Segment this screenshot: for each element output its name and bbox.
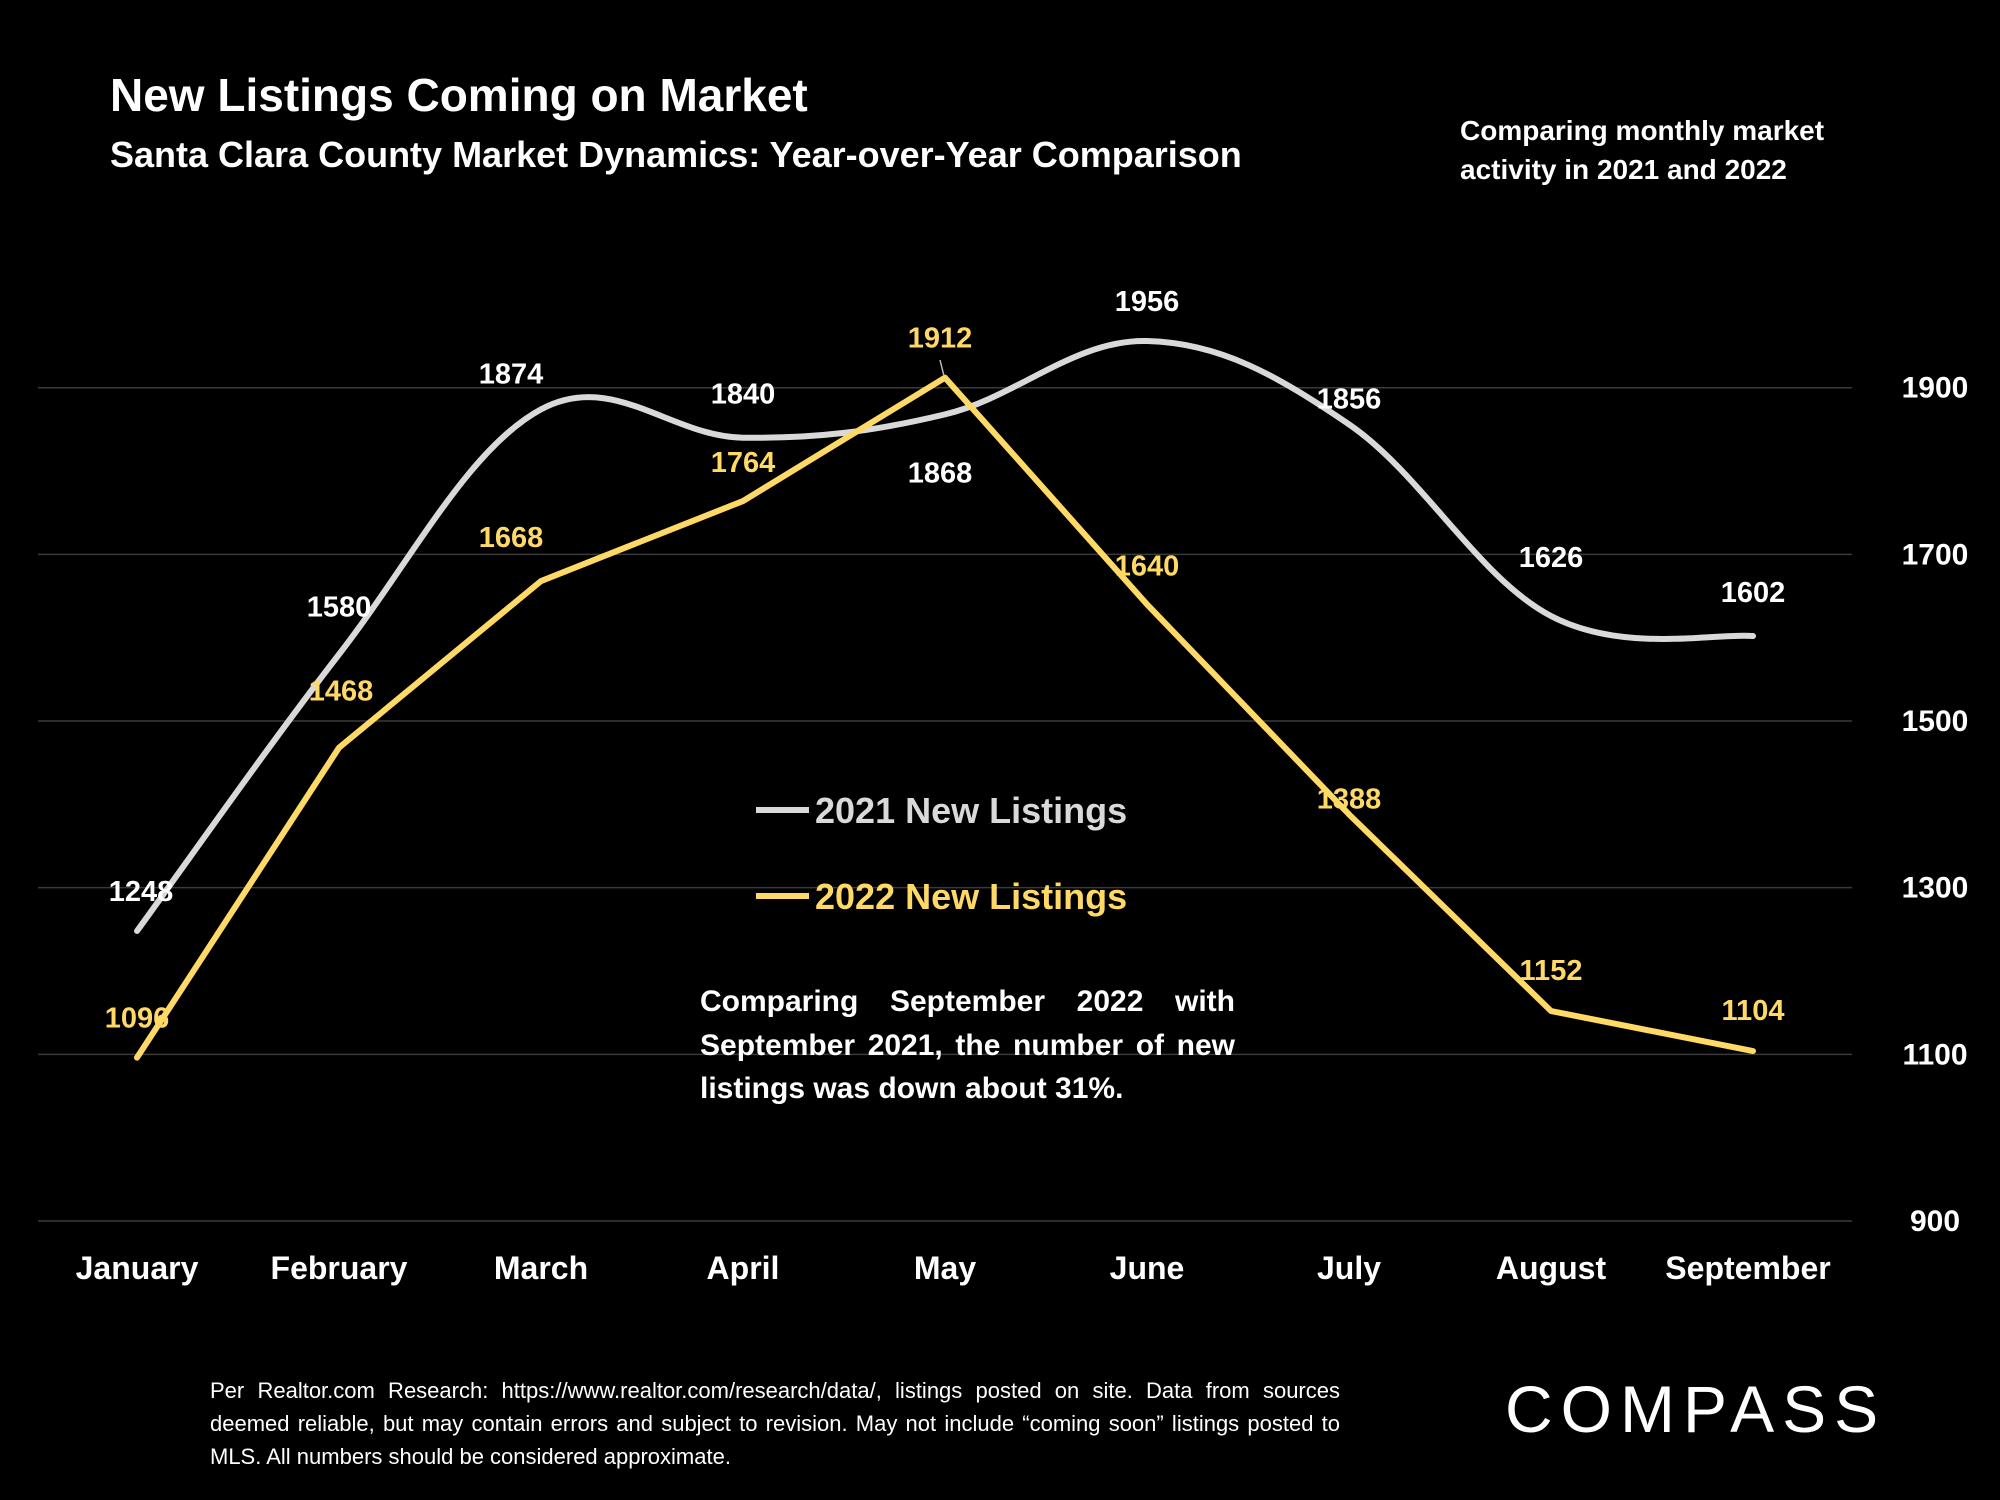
data-label: 1874 xyxy=(479,358,544,390)
chart-annotation: Comparing September 2022 with September … xyxy=(700,985,1235,1105)
x-tick-label: July xyxy=(1317,1250,1381,1286)
data-label: 1912 xyxy=(908,323,973,355)
x-tick-label: April xyxy=(707,1250,780,1286)
legend-label: 2022 New Listings xyxy=(815,876,1127,917)
y-tick-label: 1700 xyxy=(1902,538,1969,571)
data-label: 1668 xyxy=(479,522,544,554)
y-tick-label: 1900 xyxy=(1902,372,1969,405)
side-note: Comparing monthly market activity in 202… xyxy=(1460,115,1825,185)
leader-line xyxy=(939,359,945,377)
y-tick-label: 1500 xyxy=(1902,705,1969,738)
data-label: 1388 xyxy=(1317,783,1382,815)
x-tick-label: March xyxy=(494,1250,588,1286)
compass-logo: COMPASS xyxy=(1505,1374,1886,1444)
logo-text: COMPASS xyxy=(1505,1374,1886,1444)
data-label: 1468 xyxy=(309,676,374,708)
y-tick-label: 1100 xyxy=(1902,1038,1967,1071)
data-label: 1248 xyxy=(109,876,174,908)
page-title: New Listings Coming on Market xyxy=(110,69,808,121)
page-subtitle: Santa Clara County Market Dynamics: Year… xyxy=(110,134,1242,175)
data-label: 1840 xyxy=(711,379,776,411)
data-label: 1104 xyxy=(1722,995,1785,1027)
x-tick-label: January xyxy=(76,1250,199,1286)
x-tick-label: February xyxy=(271,1250,408,1286)
x-tick-label: June xyxy=(1110,1250,1185,1286)
data-label: 1580 xyxy=(307,591,372,623)
legend-label: 2021 New Listings xyxy=(815,790,1127,831)
y-tick-label: 1300 xyxy=(1902,872,1969,905)
data-label: 1152 xyxy=(1520,955,1583,987)
series-line-2022 xyxy=(134,374,1756,1061)
data-label: 1096 xyxy=(105,1003,170,1035)
x-tick-label: May xyxy=(914,1250,976,1286)
data-label: 1956 xyxy=(1115,286,1180,318)
y-tick-label: 900 xyxy=(1910,1205,1960,1238)
data-label: 1868 xyxy=(908,457,973,489)
x-tick-label: September xyxy=(1665,1250,1830,1286)
x-tick-label: August xyxy=(1496,1250,1607,1286)
data-label: 1602 xyxy=(1721,577,1786,609)
data-label: 1626 xyxy=(1519,542,1584,574)
data-label: 1764 xyxy=(711,447,776,479)
data-label: 1856 xyxy=(1317,383,1382,415)
data-label: 1640 xyxy=(1115,550,1180,582)
series-line-2021 xyxy=(134,338,1756,935)
source-footnote: Per Realtor.com Research: https://www.re… xyxy=(210,1378,1340,1469)
